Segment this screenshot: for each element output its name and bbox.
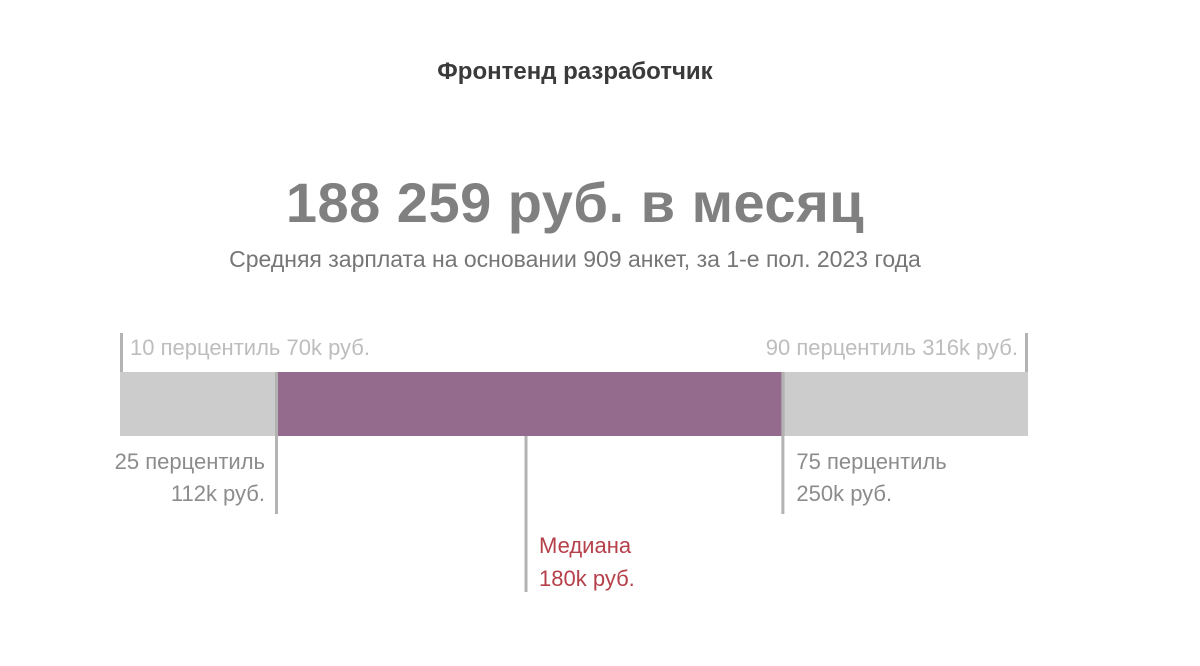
- median-label-value: 180k руб.: [539, 566, 635, 591]
- p25-p75-range-bar: [275, 372, 785, 436]
- p75-label-value: 250k руб.: [796, 481, 892, 506]
- p25-label-name: 25 перцентиль: [115, 449, 265, 474]
- job-title: Фронтенд разработчик: [437, 58, 713, 85]
- p10-label: 10 перцентиль 70k руб.: [130, 335, 370, 360]
- median-label-name: Медиана: [539, 533, 632, 558]
- p25-label-value: 112k руб.: [171, 481, 265, 506]
- average-salary: 188 259 руб. в месяц: [285, 171, 865, 234]
- p90-label: 90 перцентиль 316k руб.: [766, 335, 1018, 360]
- p75-label-name: 75 перцентиль: [796, 449, 946, 474]
- salary-subtitle: Средняя зарплата на основании 909 анкет,…: [229, 246, 921, 272]
